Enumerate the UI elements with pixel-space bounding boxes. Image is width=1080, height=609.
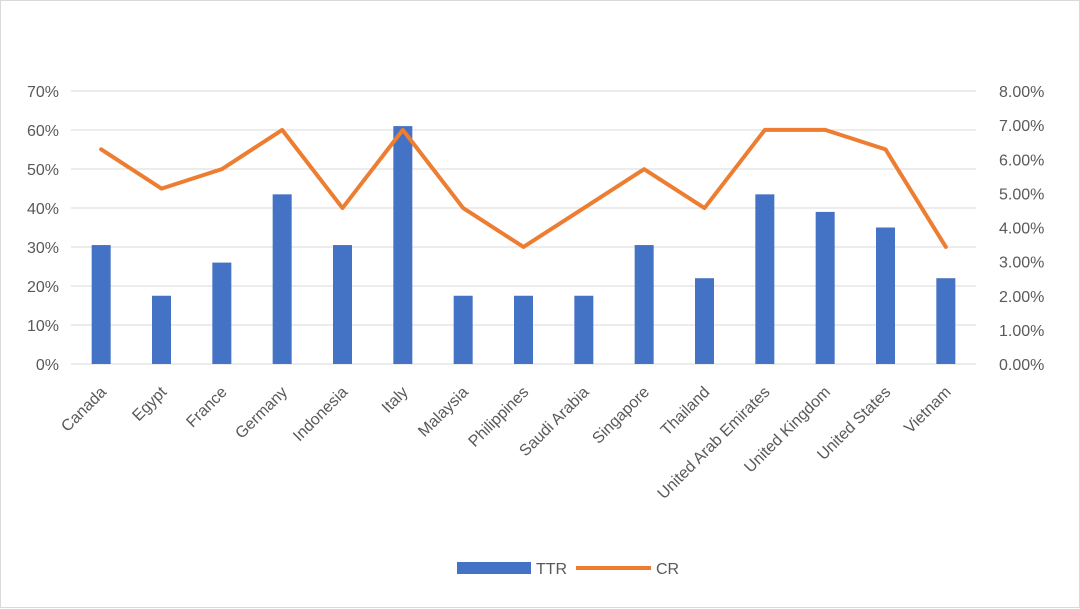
left-tick-label: 50%	[27, 162, 59, 179]
legend: TTR CR	[457, 561, 679, 578]
cr-point	[703, 206, 706, 210]
cr-point	[884, 147, 887, 151]
bar-ttr	[634, 245, 654, 364]
bar-ttr	[936, 278, 956, 364]
category-label: Italy	[379, 384, 412, 417]
right-tick-label: 3.00%	[999, 255, 1044, 272]
cr-point	[461, 206, 465, 210]
category-labels: Canada Egypt France Germany Indonesia Italy Ma…	[58, 383, 954, 502]
bar-ttr	[876, 227, 895, 364]
cr-point	[99, 147, 103, 151]
right-tick-label: 4.00%	[999, 221, 1044, 238]
cr-point	[763, 128, 767, 132]
cr-point	[582, 206, 586, 210]
right-tick-label: 6.00%	[999, 152, 1044, 169]
category-label: Philippines	[466, 384, 533, 451]
ttr-bars	[91, 126, 956, 364]
right-tick-label: 0.00%	[999, 357, 1044, 374]
left-tick-label: 30%	[27, 240, 59, 257]
bar-ttr	[815, 211, 835, 364]
left-tick-label: 60%	[27, 123, 59, 140]
left-tick-label: 20%	[27, 279, 59, 296]
right-tick-label: 2.00%	[999, 289, 1044, 306]
bar-ttr	[272, 194, 292, 364]
right-tick-label: 5.00%	[999, 186, 1044, 203]
bar-ttr	[514, 295, 533, 364]
cr-point	[944, 245, 948, 249]
cr-point	[823, 128, 827, 132]
category-label: Indonesia	[290, 384, 351, 445]
category-label: United Arab Emirates	[655, 384, 774, 503]
left-tick-label: 10%	[27, 318, 59, 335]
bar-ttr	[755, 194, 775, 364]
category-label: Singapore	[589, 384, 653, 448]
cr-point	[280, 128, 284, 132]
category-label: Vietnam	[901, 384, 954, 437]
category-label: France	[183, 384, 230, 431]
bar-ttr	[695, 278, 714, 364]
right-tick-label: 8.00%	[999, 84, 1044, 101]
cr-line-series	[99, 127, 948, 249]
category-label: Malaysia	[415, 384, 472, 441]
legend-label-ttr: TTR	[536, 561, 567, 578]
bar-ttr	[333, 245, 352, 364]
right-tick-label: 1.00%	[999, 323, 1044, 340]
left-tick-label: 40%	[27, 201, 59, 218]
category-label: Germany	[232, 384, 291, 443]
cr-point	[642, 167, 646, 171]
bar-ttr	[574, 295, 594, 364]
bar-ttr	[453, 295, 473, 364]
left-axis-ticks: 0% 10% 20% 30% 40% 50% 60% 70%	[27, 84, 59, 374]
left-tick-label: 70%	[27, 84, 59, 101]
legend-swatch-ttr	[457, 562, 531, 574]
cr-point	[220, 167, 224, 171]
legend-label-cr: CR	[656, 561, 679, 578]
cr-point	[401, 128, 405, 132]
bar-ttr	[393, 126, 413, 364]
right-axis-ticks: 0.00% 1.00% 2.00% 3.00% 4.00% 5.00% 6.00% 7.00%…	[999, 84, 1044, 374]
bar-ttr	[212, 262, 232, 364]
category-label: Egypt	[129, 383, 170, 424]
right-tick-label: 7.00%	[999, 118, 1044, 135]
cr-point	[522, 245, 525, 249]
cr-point	[341, 206, 344, 210]
cr-point	[160, 187, 163, 191]
left-tick-label: 0%	[36, 357, 59, 374]
bar-ttr	[152, 295, 171, 364]
category-label: Thailand	[658, 384, 713, 439]
bar-ttr	[91, 245, 111, 364]
category-label: Canada	[58, 384, 110, 436]
